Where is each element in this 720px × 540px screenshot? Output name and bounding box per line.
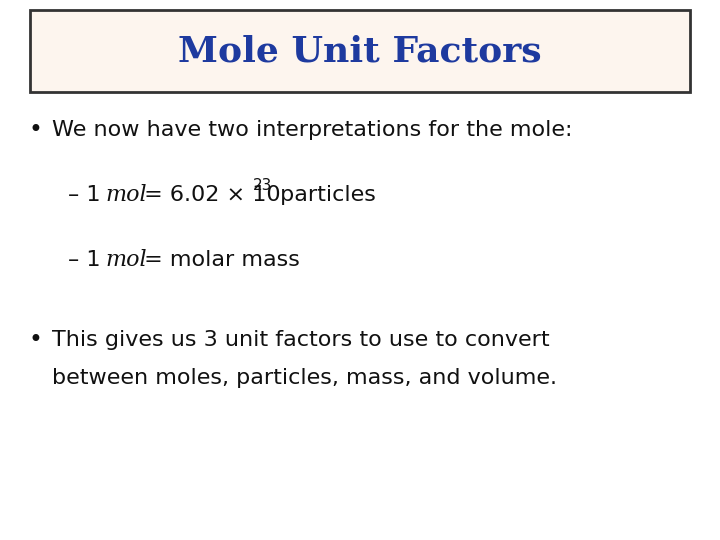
Text: between moles, particles, mass, and volume.: between moles, particles, mass, and volu… xyxy=(52,368,557,388)
Text: – 1: – 1 xyxy=(68,250,107,270)
Text: – 1: – 1 xyxy=(68,185,107,205)
FancyBboxPatch shape xyxy=(30,10,690,92)
Text: = molar mass: = molar mass xyxy=(137,250,300,270)
Text: This gives us 3 unit factors to use to convert: This gives us 3 unit factors to use to c… xyxy=(52,330,549,350)
Text: •: • xyxy=(28,118,42,142)
Text: •: • xyxy=(28,328,42,352)
Text: mol: mol xyxy=(105,184,147,206)
Text: particles: particles xyxy=(273,185,376,205)
Text: Mole Unit Factors: Mole Unit Factors xyxy=(178,35,542,69)
Text: We now have two interpretations for the mole:: We now have two interpretations for the … xyxy=(52,120,572,140)
Text: = 6.02 × 10: = 6.02 × 10 xyxy=(137,185,281,205)
Text: mol: mol xyxy=(105,249,147,271)
Text: 23: 23 xyxy=(253,178,272,192)
